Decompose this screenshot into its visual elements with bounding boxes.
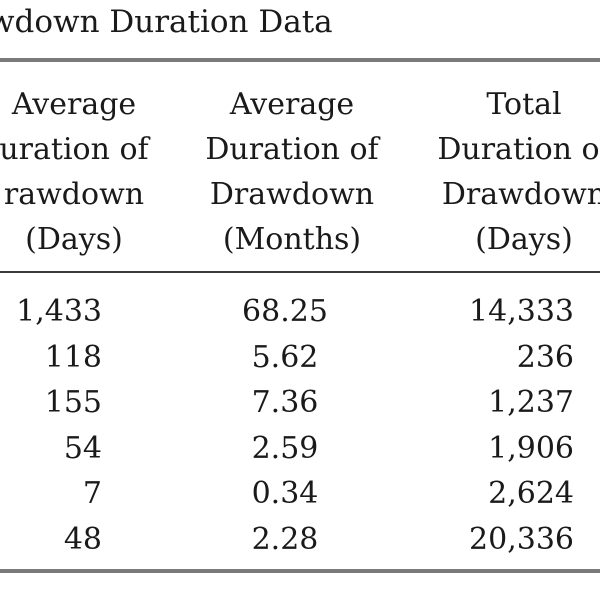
header-line: (Days) <box>25 222 123 257</box>
header-line: uration of <box>0 132 149 167</box>
header-line: rawdown <box>3 177 145 212</box>
cell-avg-days: 118 <box>44 339 102 375</box>
header-line: Drawdown <box>209 177 375 212</box>
table-body: 1,433 68.25 14,333 118 5.62 236 155 7.36… <box>0 289 600 563</box>
table-row: 7 0.34 2,624 <box>0 471 600 517</box>
cell-avg-days: 48 <box>63 521 102 557</box>
table-title: wdown Duration Data <box>0 4 333 40</box>
cell-avg-days: 1,433 <box>16 294 102 329</box>
header-line: Total <box>486 87 562 122</box>
cell-avg-months: 68.25 <box>242 294 328 329</box>
cell-avg-months: 2.28 <box>251 521 319 557</box>
cell-avg-months: 0.34 <box>251 476 319 512</box>
header-line: (Months) <box>222 222 362 257</box>
cell-total-days: 1,906 <box>488 430 574 466</box>
header-line: Duration of <box>205 132 379 167</box>
header-line: (Days) <box>475 222 573 257</box>
cell-avg-months: 5.62 <box>251 339 319 375</box>
cell-avg-months: 2.59 <box>251 430 319 466</box>
cell-avg-days: 155 <box>44 385 102 421</box>
header-line: Drawdown <box>441 177 600 212</box>
cell-avg-days: 7 <box>82 476 102 512</box>
cell-total-days: 14,333 <box>469 294 574 329</box>
bottom-rule <box>0 569 600 573</box>
header-line: Average <box>11 87 137 122</box>
cell-total-days: 236 <box>516 339 574 375</box>
column-header-avg-duration-days: Average uration of rawdown (Days) <box>0 82 194 262</box>
table-row: 1,433 68.25 14,333 <box>0 289 600 335</box>
table-row: 155 7.36 1,237 <box>0 380 600 426</box>
cell-total-days: 20,336 <box>469 521 574 557</box>
cell-avg-days: 54 <box>63 430 102 466</box>
cell-avg-months: 7.36 <box>251 385 319 421</box>
cell-total-days: 1,237 <box>488 385 574 421</box>
column-header-avg-duration-months: Average Duration of Drawdown (Months) <box>172 82 412 262</box>
cell-total-days: 2,624 <box>488 476 574 512</box>
table-row: 54 2.59 1,906 <box>0 426 600 472</box>
table-row: 48 2.28 20,336 <box>0 517 600 563</box>
top-rule <box>0 58 600 62</box>
header-line: Average <box>229 87 355 122</box>
column-header-total-duration-days: Total Duration of Drawdown (Days) <box>404 82 600 262</box>
header-rule <box>0 271 600 273</box>
header-line: Duration of <box>437 132 600 167</box>
table-row: 118 5.62 236 <box>0 335 600 381</box>
